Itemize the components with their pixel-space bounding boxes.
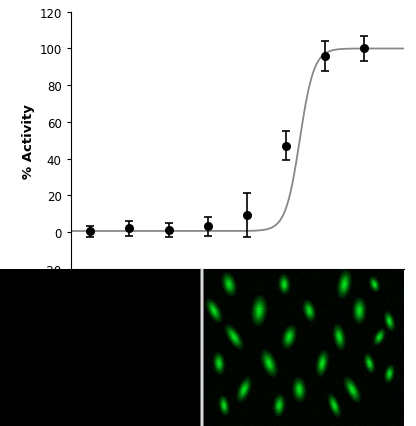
X-axis label: Log [hCG] IU/ml: Log [hCG] IU/ml bbox=[178, 295, 296, 308]
Y-axis label: % Activity: % Activity bbox=[22, 104, 35, 178]
